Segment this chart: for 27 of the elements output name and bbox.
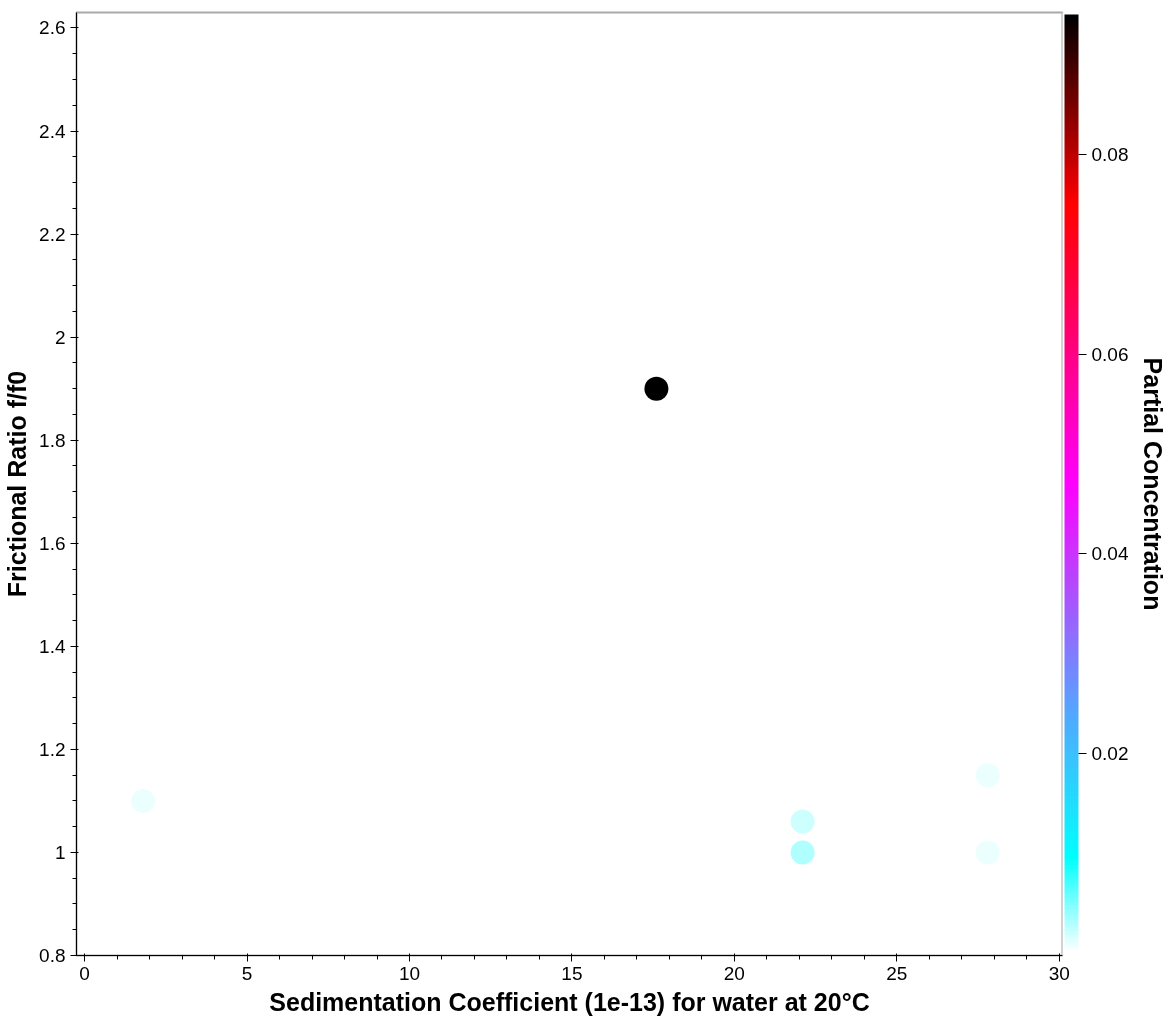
- y-tick-label: 2.4: [39, 120, 66, 142]
- y-tick-label: 2: [54, 326, 66, 348]
- color-bar-label: 0.06: [1091, 343, 1129, 365]
- y-tick-label: 0.8: [39, 945, 66, 966]
- color-bar-label: 0.02: [1091, 743, 1129, 765]
- x-tick-label: 5: [241, 962, 253, 984]
- y-tick-label: 1: [54, 841, 66, 863]
- point: [790, 840, 815, 865]
- color-bar-label: 0.04: [1091, 543, 1129, 565]
- y-tick-label: 1.8: [39, 429, 66, 451]
- x-tick-label: 20: [723, 962, 745, 984]
- y-axis-title: Frictional Ratio f/f0: [3, 370, 32, 598]
- y-tick-label: 1.4: [39, 635, 66, 657]
- x-axis-title: Sedimentation Coefficient (1e-13) for water at 20°C: [269, 987, 870, 1016]
- x-tick-label: 25: [886, 962, 908, 984]
- color-bar-title: Partial Concentration: [1138, 357, 1167, 611]
- point: [790, 809, 815, 834]
- x-tick-label: 0: [79, 962, 90, 984]
- y-tick-label: 1.6: [39, 532, 66, 554]
- x-tick-label: 15: [561, 962, 583, 984]
- point: [644, 376, 669, 401]
- y-tick-label: 1.2: [39, 738, 66, 760]
- color-bar-label: 0.08: [1091, 143, 1129, 165]
- y-tick-label: 2.2: [39, 223, 66, 245]
- x-tick-label: 10: [398, 962, 421, 984]
- x-tick-label: 30: [1048, 962, 1070, 984]
- y-tick-label: 2.6: [39, 17, 66, 39]
